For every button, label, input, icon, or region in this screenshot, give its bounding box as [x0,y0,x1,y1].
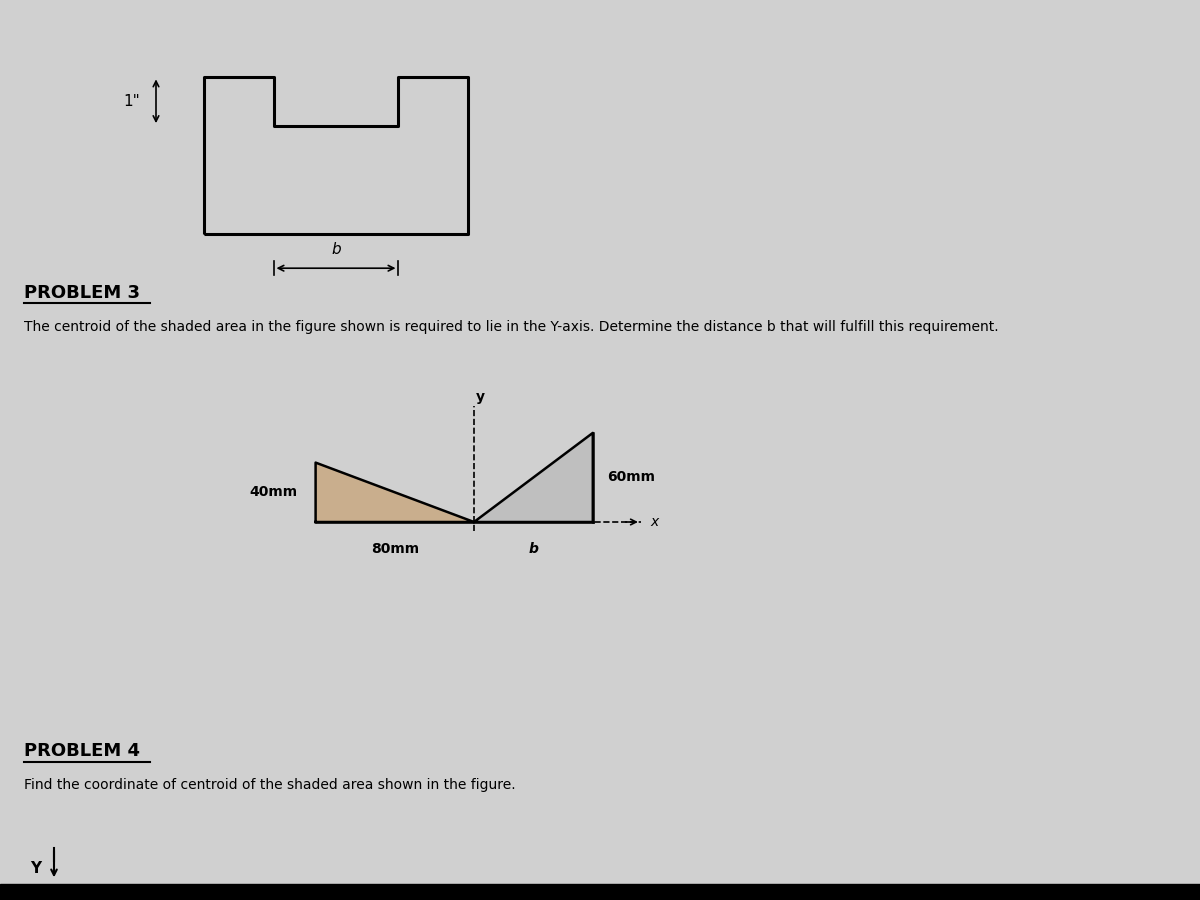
Text: The centroid of the shaded area in the figure shown is required to lie in the Y-: The centroid of the shaded area in the f… [24,320,998,334]
Text: PROBLEM 3: PROBLEM 3 [24,284,140,302]
Text: Y: Y [30,860,42,876]
Text: y: y [475,390,485,404]
Polygon shape [474,433,593,522]
Text: 60mm: 60mm [607,471,655,484]
Text: b: b [331,242,341,257]
Polygon shape [316,463,474,522]
Text: 40mm: 40mm [250,485,298,500]
Text: Find the coordinate of centroid of the shaded area shown in the figure.: Find the coordinate of centroid of the s… [24,778,516,793]
Text: b: b [528,542,539,556]
Text: x: x [650,515,659,529]
Text: 80mm: 80mm [371,542,419,556]
Text: PROBLEM 4: PROBLEM 4 [24,742,140,760]
Text: 1": 1" [124,94,140,109]
Bar [0,884,1200,900]
